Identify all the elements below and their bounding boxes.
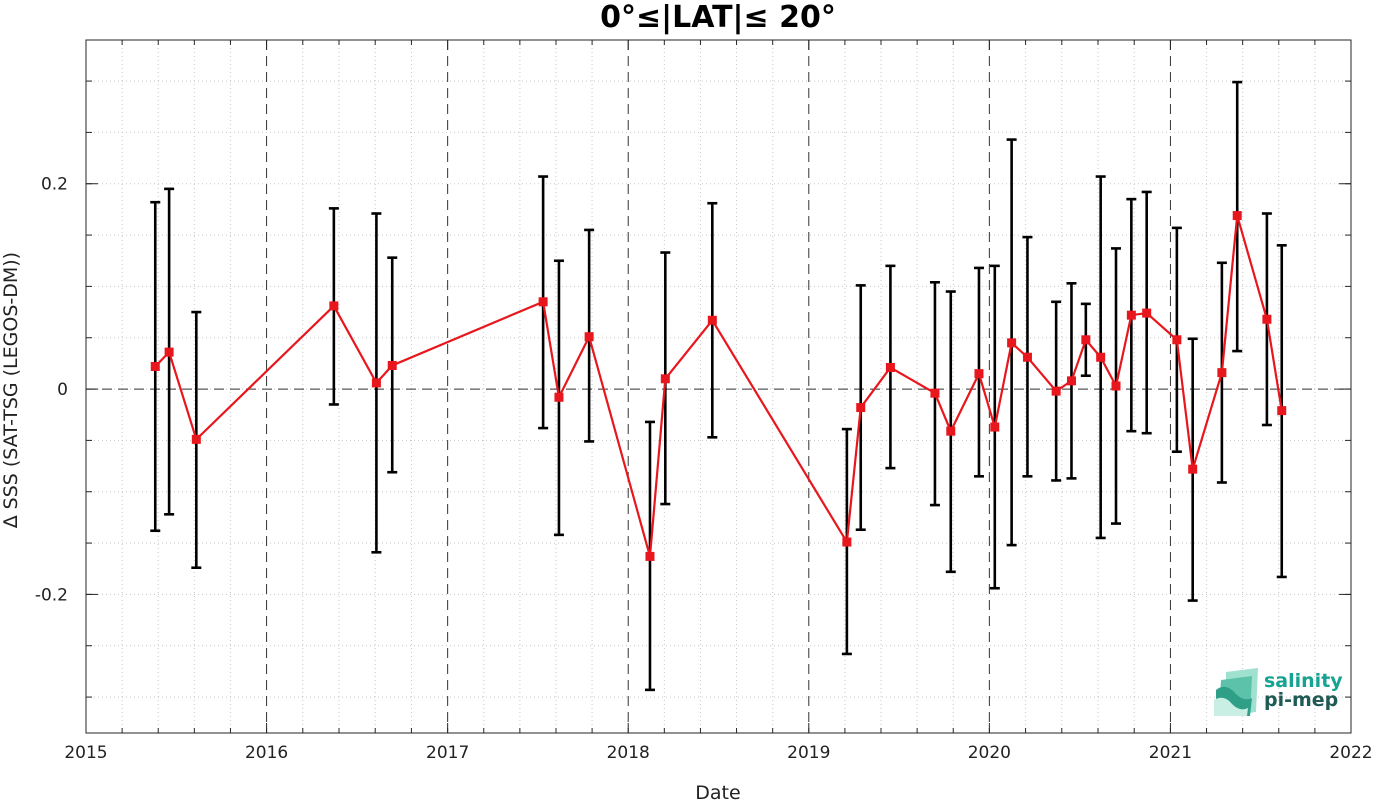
x-tick-label: 2022 [1329,743,1372,763]
waves-icon [1214,668,1258,716]
data-point-marker [990,422,1000,432]
data-point-marker [1142,308,1152,318]
logo-line2: pi-mep [1264,689,1338,711]
series-line [154,215,1283,557]
x-tick-label: 2016 [245,743,288,763]
data-point-marker [554,392,564,402]
data-point-marker [1081,335,1091,345]
chart-title: 0°≤|LAT|≤ 20° [600,0,836,35]
data-point-marker [1262,314,1272,324]
data-point-marker [842,537,852,547]
data-point-marker [660,374,670,384]
data-point-marker [885,363,895,373]
data-point-marker [1277,406,1287,416]
y-tick-label: 0 [57,380,68,400]
data-point-marker [1022,352,1032,362]
data-point-marker [1126,310,1136,320]
data-point-marker [164,347,174,357]
plot-frame [85,39,1352,734]
data-point-marker [191,434,201,444]
data-point-marker [1051,386,1061,396]
y-tick-label: -0.2 [35,585,68,605]
data-point-marker [930,388,940,398]
axis-ticks: 2015 2016 2017 2018 2019 2020 2021 2022 -0.2 0 0.2 [35,40,1373,763]
data-point-marker [584,332,594,342]
grid-layer [86,40,1351,733]
data-point-marker [387,360,397,370]
year-boundary-lines [266,40,1171,733]
logo-line1: salinity [1264,670,1343,692]
data-point-marker [329,301,339,311]
data-point-marker [371,378,381,388]
data-point-marker [1096,352,1106,362]
data-point-marker [538,297,548,307]
data-point-marker [946,426,956,436]
x-tick-label: 2021 [1149,743,1192,763]
x-axis-label: Date [695,782,740,801]
x-tick-label: 2017 [426,743,469,763]
x-tick-label: 2018 [607,743,650,763]
data-point-marker [645,551,655,561]
data-point-marker [974,369,984,379]
salinity-pi-mep-logo: salinity pi-mep [1214,668,1343,716]
y-tick-label: 0.2 [41,175,68,195]
data-point-marker [856,403,866,413]
data-point-marker [1188,464,1198,474]
data-point-marker [1007,338,1017,348]
data-point-marker [1172,335,1182,345]
data-point-marker [150,361,160,371]
x-tick-label: 2015 [64,743,107,763]
y-axis-label: ∆ SSS (SAT-TSG (LEGOS-DM)) [0,252,22,529]
data-point-marker [707,315,717,325]
data-point-marker [1111,381,1121,391]
x-tick-label: 2019 [787,743,830,763]
series-layer [150,211,1287,561]
data-point-marker [1217,368,1227,378]
data-point-marker [1066,376,1076,386]
data-point-marker [1232,211,1242,221]
x-tick-label: 2020 [968,743,1011,763]
